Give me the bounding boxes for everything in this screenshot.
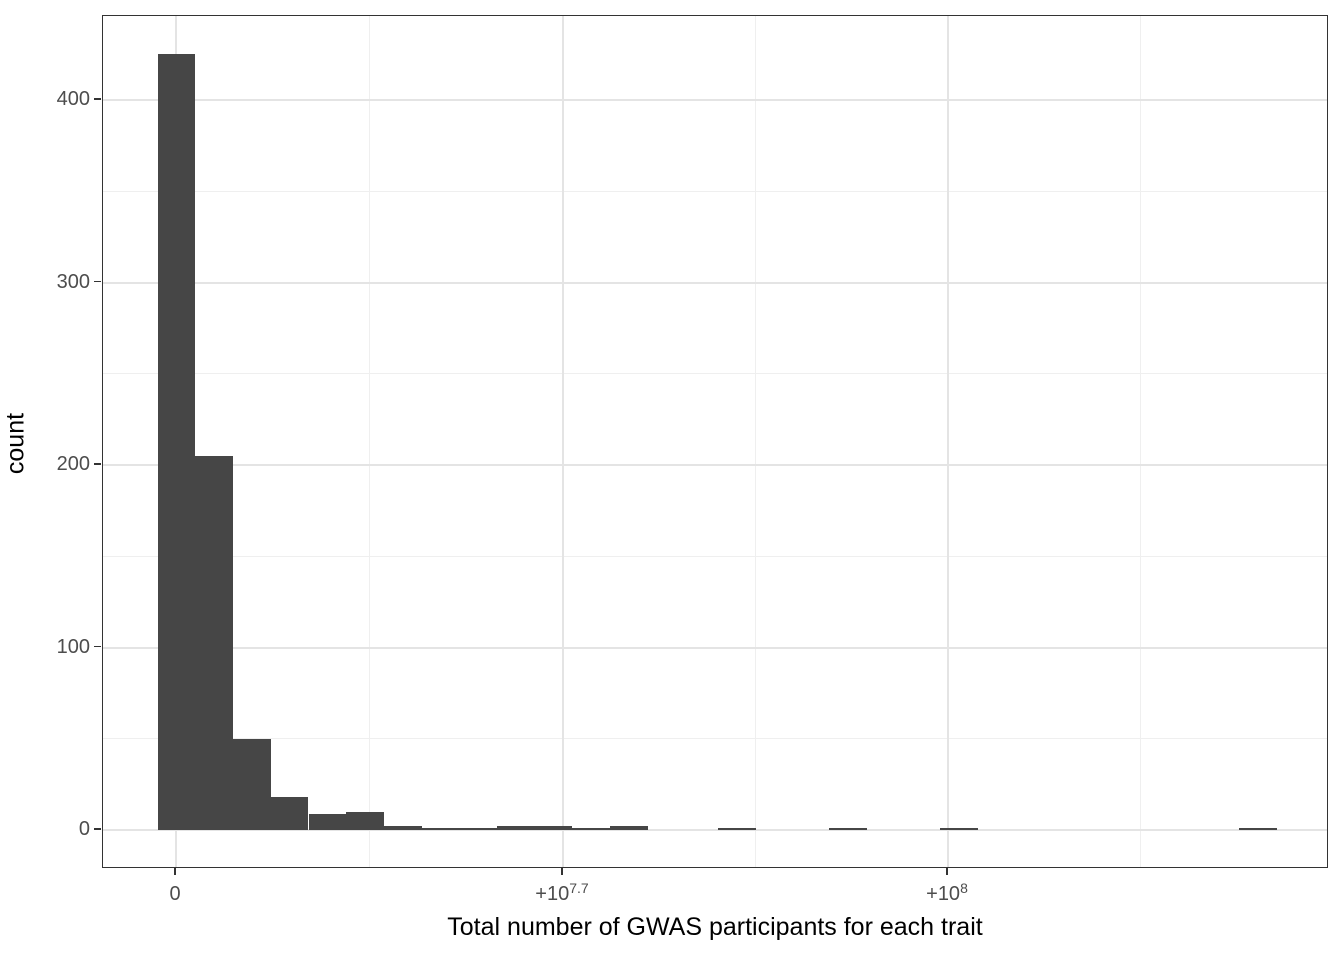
histogram-bar <box>308 813 347 830</box>
y-tick-mark <box>94 280 101 283</box>
bars-layer <box>103 16 1327 867</box>
histogram-bar <box>157 54 196 830</box>
histogram-bar <box>346 811 384 830</box>
histogram-bar <box>383 826 422 830</box>
x-tick-label-exponent: 7.7 <box>569 880 589 896</box>
histogram-bar <box>829 828 867 830</box>
x-tick-mark <box>174 868 176 875</box>
histogram-bar <box>610 826 648 830</box>
x-minor-gridline <box>755 16 756 867</box>
y-tick-label: 200 <box>56 453 90 475</box>
x-tick-label: 0 <box>169 882 180 906</box>
y-minor-gridline <box>103 738 1327 740</box>
y-tick-label: 400 <box>56 88 90 110</box>
y-tick-mark <box>94 98 101 100</box>
x-major-gridline <box>947 16 949 867</box>
histogram-bar <box>1239 828 1277 830</box>
x-major-gridline <box>562 16 564 867</box>
minor-gridlines-layer <box>103 16 1327 867</box>
x-tick-label: +108 <box>926 880 968 906</box>
plot-panel <box>102 15 1328 868</box>
histogram-bar <box>459 828 497 830</box>
x-tick-label-exponent: 8 <box>960 880 968 896</box>
y-major-gridline <box>103 99 1327 101</box>
histogram-bar <box>718 828 756 830</box>
x-tick-mark <box>946 868 948 875</box>
histogram-bar <box>534 826 573 830</box>
y-tick-mark <box>94 645 101 648</box>
histogram-bar <box>421 828 460 830</box>
y-minor-gridline <box>103 373 1327 375</box>
y-axis-title: count <box>1 412 30 475</box>
y-tick-mark <box>94 828 101 830</box>
x-tick-mark <box>561 868 563 875</box>
x-tick-label-base: +10 <box>535 883 570 905</box>
histogram-bar <box>497 826 535 830</box>
histogram-bar <box>233 738 271 830</box>
x-tick-label-base: +10 <box>926 883 961 905</box>
x-axis-title: Total number of GWAS participants for ea… <box>447 913 983 941</box>
histogram-bar <box>270 797 309 830</box>
x-tick-label-base: 0 <box>169 883 181 905</box>
y-major-gridline <box>103 281 1327 284</box>
y-tick-label: 100 <box>56 635 90 658</box>
y-minor-gridline <box>103 190 1327 192</box>
histogram-bar <box>195 455 234 830</box>
y-major-gridline <box>103 829 1327 831</box>
histogram-bar <box>572 828 611 830</box>
histogram-bar <box>940 828 978 830</box>
y-tick-label: 300 <box>56 270 90 293</box>
y-minor-gridline <box>103 555 1327 557</box>
y-tick-mark <box>94 463 101 465</box>
x-minor-gridline <box>1140 16 1141 867</box>
y-major-gridline <box>103 464 1327 466</box>
y-tick-label: 0 <box>78 818 90 840</box>
x-minor-gridline <box>369 16 370 867</box>
y-major-gridline <box>103 646 1327 649</box>
x-tick-label: +107.7 <box>535 880 589 906</box>
